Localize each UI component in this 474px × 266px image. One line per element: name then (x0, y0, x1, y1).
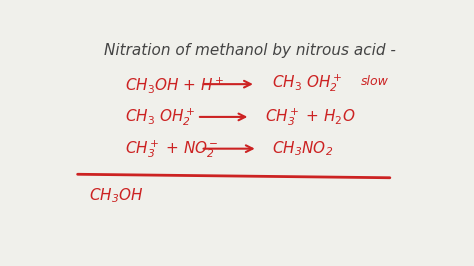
Text: slow: slow (360, 74, 388, 88)
Text: Nitration of methanol by nitrous acid -: Nitration of methanol by nitrous acid - (104, 43, 396, 58)
Text: $\mathregular{CH_3^+}$ + $\mathregular{NO_2^-}$: $\mathregular{CH_3^+}$ + $\mathregular{N… (125, 138, 219, 160)
Text: $\mathregular{CH_3OH}$: $\mathregular{CH_3OH}$ (89, 186, 143, 205)
Text: $\mathregular{CH_3NO_2}$: $\mathregular{CH_3NO_2}$ (272, 139, 334, 158)
Text: CH$_3$ $\mathregular{OH_2^+}$: CH$_3$ $\mathregular{OH_2^+}$ (125, 106, 195, 128)
Text: $\mathregular{CH_3^+}$ + H$_2$O: $\mathregular{CH_3^+}$ + H$_2$O (265, 106, 356, 128)
Text: CH$_3$OH + H$^+$: CH$_3$OH + H$^+$ (125, 75, 224, 95)
Text: CH$_3$ $\mathregular{OH_2^+}$: CH$_3$ $\mathregular{OH_2^+}$ (272, 72, 342, 94)
